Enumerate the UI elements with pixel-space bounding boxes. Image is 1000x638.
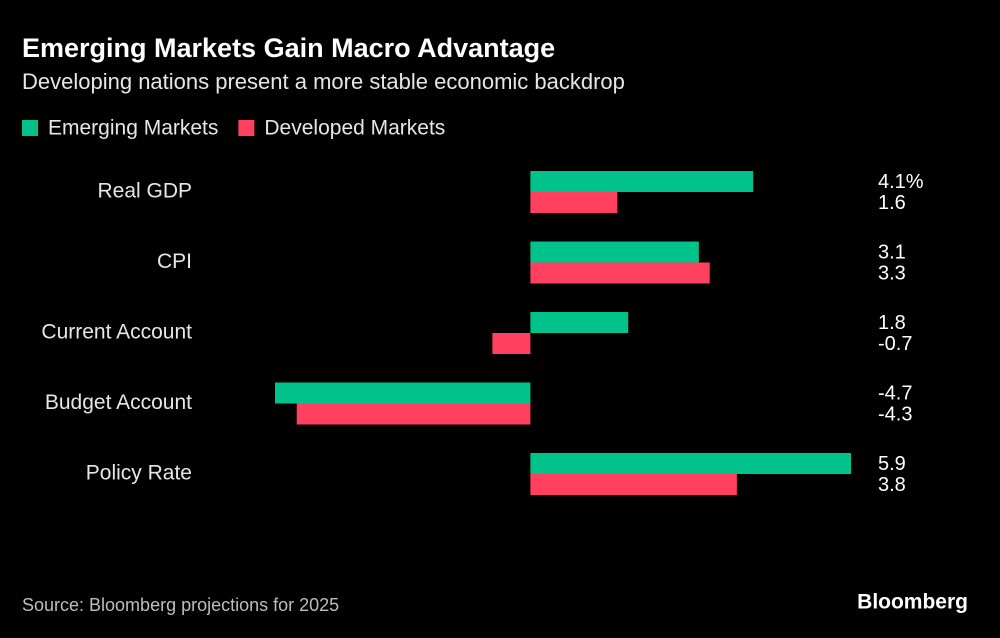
bar [296,403,531,425]
source: Source: Bloomberg projections for 2025 [22,595,339,615]
value-label: 1.6 [878,192,906,214]
legend-label: Emerging Markets [48,117,218,140]
bar [530,171,754,192]
chart-subtitle: Developing nations present a more stable… [22,69,625,94]
category-label: CPI [157,250,192,273]
chart-title: Emerging Markets Gain Macro Advantage [22,33,555,63]
value-label: 3.3 [878,262,906,284]
legend-swatch [22,120,38,136]
category-label: Budget Account [45,391,192,414]
brand: Bloomberg [857,591,968,614]
value-label: 1.8 [878,312,906,334]
bar [530,262,710,284]
bar [530,192,618,213]
legend-label: Developed Markets [264,117,445,140]
value-label: -4.3 [878,403,912,425]
value-label: 3.1 [878,241,906,263]
category-label: Policy Rate [86,462,192,485]
bar [530,241,699,263]
category-label: Real GDP [97,180,192,203]
value-label: -0.7 [878,333,912,355]
bar [530,474,737,495]
bar [530,453,851,474]
value-label: 5.9 [878,453,906,475]
value-label: 3.8 [878,474,906,496]
value-label: 4.1% [878,171,924,193]
bar [275,382,531,404]
bar [492,333,531,354]
category-label: Current Account [41,321,192,344]
bar [530,312,629,333]
value-label: -4.7 [878,382,912,404]
legend-swatch [238,120,255,136]
